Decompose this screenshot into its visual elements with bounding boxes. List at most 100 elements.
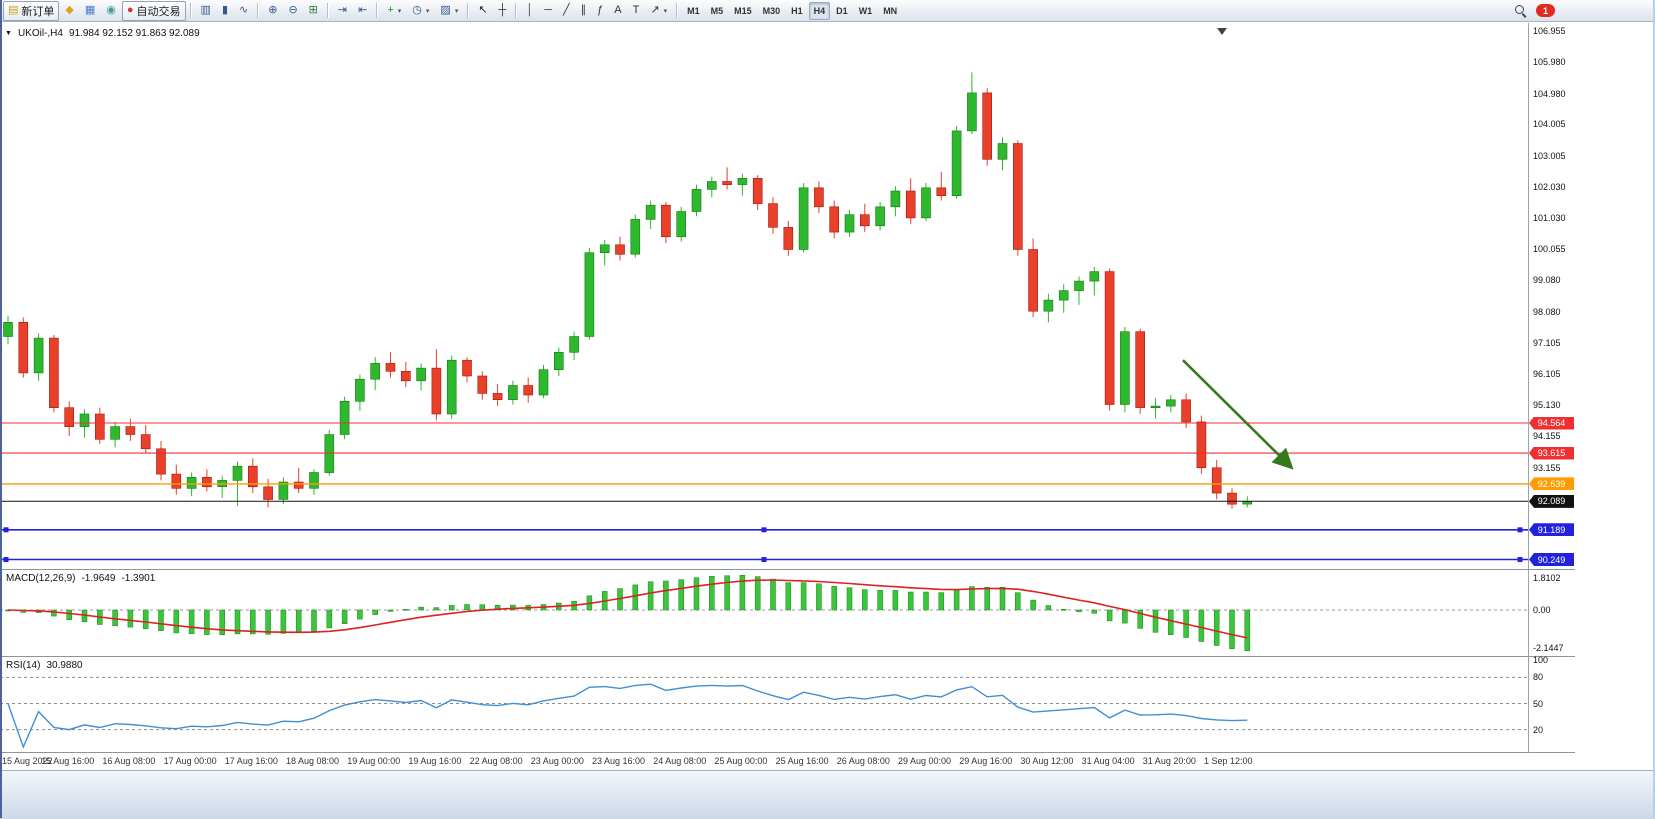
trend-arrow-annotation[interactable] bbox=[1182, 359, 1294, 470]
line-handle[interactable] bbox=[1517, 527, 1523, 533]
timeframe-mn[interactable]: MN bbox=[883, 5, 898, 16]
time-axis[interactable] bbox=[0, 753, 1655, 770]
auto-scroll-icon-glyph: ⇥ bbox=[337, 4, 348, 16]
market-watch-icon[interactable]: ◆ bbox=[60, 1, 78, 21]
new-order-button[interactable]: ▤ 新订单 bbox=[3, 0, 60, 21]
timeframe-h4[interactable]: H4 bbox=[808, 1, 831, 20]
tile-windows-icon[interactable]: ⊞ bbox=[304, 1, 323, 21]
rsi-panel-separator[interactable] bbox=[0, 656, 1575, 657]
axis-tick-label: 100 bbox=[1533, 655, 1549, 665]
candle-body bbox=[1135, 331, 1145, 408]
candle-body bbox=[355, 378, 365, 402]
timeframe-group: M1 M5 M15 M30 H1 H4 D1 W1 MN bbox=[682, 1, 902, 20]
candle-body bbox=[691, 189, 702, 212]
candle-body bbox=[1150, 405, 1161, 409]
line-handle[interactable] bbox=[1517, 557, 1523, 563]
line-handle[interactable] bbox=[761, 557, 767, 563]
chart-shift-marker[interactable] bbox=[1217, 28, 1227, 35]
candle-body bbox=[768, 203, 778, 228]
candle-body bbox=[1104, 271, 1115, 405]
candle-body bbox=[844, 214, 855, 233]
macd-histogram-bar bbox=[1091, 609, 1098, 614]
timeframe-d1[interactable]: D1 bbox=[836, 5, 848, 16]
timeframe-m15[interactable]: M15 bbox=[734, 5, 752, 16]
candle-body bbox=[339, 400, 350, 435]
navigator-icon[interactable]: ◉ bbox=[101, 1, 121, 21]
candle-body bbox=[706, 181, 717, 190]
macd-histogram-bar bbox=[280, 609, 287, 634]
price-badge-90.249: 90.249 bbox=[1529, 553, 1574, 567]
trendline-icon[interactable]: ╱ bbox=[558, 1, 575, 21]
line-chart-type-icon[interactable]: ∿ bbox=[234, 1, 253, 21]
time-axis-label: 25 Aug 16:00 bbox=[775, 756, 829, 766]
macd-histogram-bar bbox=[862, 589, 868, 611]
text-icon[interactable]: A bbox=[609, 1, 626, 21]
candle-body bbox=[293, 481, 304, 489]
time-axis-label: 19 Aug 00:00 bbox=[347, 756, 401, 766]
axis-tick-label: 50 bbox=[1533, 698, 1544, 709]
macd-histogram-bar bbox=[770, 578, 776, 611]
line-handle[interactable] bbox=[761, 527, 767, 533]
main-chart-plot[interactable] bbox=[0, 23, 1528, 569]
bar-chart-type-icon[interactable]: ▥ bbox=[196, 1, 216, 21]
line-handle[interactable] bbox=[3, 527, 9, 533]
macd-panel-separator[interactable] bbox=[0, 569, 1575, 570]
chart-shift-icon[interactable]: ⇤ bbox=[353, 1, 372, 21]
candle-body bbox=[783, 227, 794, 250]
timeframe-m30[interactable]: M30 bbox=[762, 5, 781, 16]
macd-histogram-bar bbox=[678, 579, 684, 611]
candle-body bbox=[1196, 421, 1207, 469]
macd-histogram-bar bbox=[1168, 609, 1174, 635]
axis-tick-label: 104.980 bbox=[1533, 88, 1566, 99]
zoom-out-button[interactable]: ⊖ bbox=[283, 1, 302, 21]
objects-group: │ ─ ╱ ∥ ƒ A T ↗ ▾ bbox=[521, 1, 672, 21]
autotrading-button[interactable]: ● 自动交易 bbox=[121, 0, 186, 21]
macd-histogram-bar bbox=[448, 605, 455, 611]
channel-icon[interactable]: ∥ bbox=[576, 1, 592, 21]
macd-histogram-bar bbox=[234, 609, 241, 635]
window-left-edge bbox=[0, 0, 2, 818]
auto-scroll-icon[interactable]: ⇥ bbox=[333, 1, 352, 21]
search-icon[interactable] bbox=[1514, 4, 1527, 17]
templates-button[interactable]: ▨ ▾ bbox=[435, 1, 463, 21]
timeframe-m5[interactable]: M5 bbox=[710, 5, 724, 16]
vertical-line-icon[interactable]: │ bbox=[521, 1, 538, 21]
line-handle[interactable] bbox=[3, 557, 9, 563]
candle-body bbox=[3, 321, 13, 337]
macd-histogram-bar bbox=[647, 581, 654, 611]
data-window-icon[interactable]: ▦ bbox=[80, 1, 100, 21]
trendline-icon-glyph: ╱ bbox=[563, 4, 570, 16]
candle-body bbox=[156, 448, 166, 475]
notification-badge[interactable]: 1 bbox=[1536, 4, 1555, 17]
axis-tick-label: 101.030 bbox=[1533, 213, 1566, 224]
candle-body bbox=[997, 143, 1008, 160]
timeframe-h1[interactable]: H1 bbox=[791, 5, 803, 16]
label-icon[interactable]: T bbox=[628, 1, 645, 21]
candle-body bbox=[125, 426, 136, 435]
candle-body bbox=[1181, 399, 1191, 423]
indicators-button[interactable]: + ▾ bbox=[382, 1, 406, 21]
timeframe-m1[interactable]: M1 bbox=[687, 5, 700, 16]
macd-histogram-bar bbox=[51, 609, 57, 617]
time-axis-label: 23 Aug 00:00 bbox=[530, 756, 584, 766]
zoom-in-button[interactable]: ⊕ bbox=[263, 1, 282, 21]
fibonacci-icon[interactable]: ƒ bbox=[592, 1, 608, 21]
macd-histogram-bar bbox=[1045, 605, 1052, 611]
candle-body bbox=[905, 190, 916, 219]
chart-shift-icon-glyph: ⇤ bbox=[358, 4, 368, 16]
cursor-icon[interactable]: ↖ bbox=[473, 1, 492, 21]
arrows-icon[interactable]: ↗ ▾ bbox=[645, 1, 672, 21]
time-axis-label: 1 Sep 12:00 bbox=[1204, 756, 1253, 766]
candle-body bbox=[676, 211, 687, 238]
tile-windows-icon-glyph: ⊞ bbox=[308, 4, 318, 16]
candlestick-chart-type-icon[interactable]: ▮ bbox=[217, 1, 233, 21]
horizontal-line-icon[interactable]: ─ bbox=[539, 1, 557, 21]
window-right-edge bbox=[1653, 0, 1655, 818]
crosshair-icon[interactable]: ┼ bbox=[494, 1, 512, 21]
macd-histogram-bar bbox=[1106, 609, 1113, 622]
toolbar-right: 1 bbox=[1514, 4, 1555, 17]
collapse-triangle-icon[interactable]: ▼ bbox=[5, 30, 12, 37]
periods-button[interactable]: ◷ ▾ bbox=[407, 1, 434, 21]
time-axis-label: 31 Aug 04:00 bbox=[1081, 756, 1135, 766]
timeframe-w1[interactable]: W1 bbox=[858, 5, 873, 16]
